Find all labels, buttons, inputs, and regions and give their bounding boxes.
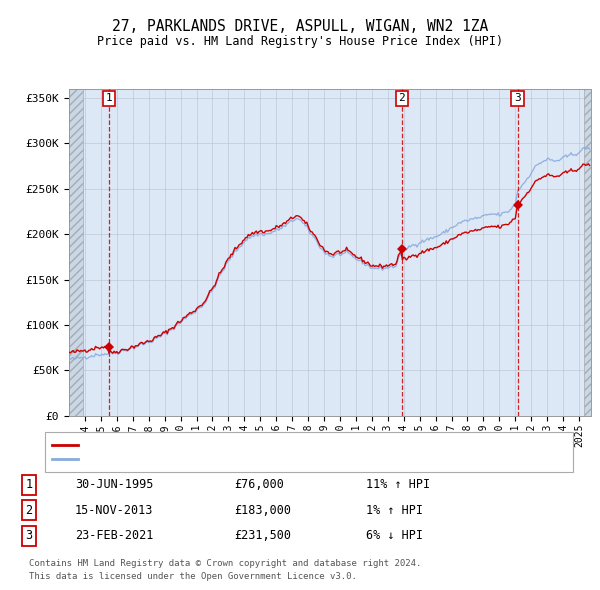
Text: 27, PARKLANDS DRIVE, ASPULL, WIGAN, WN2 1ZA (detached house): 27, PARKLANDS DRIVE, ASPULL, WIGAN, WN2 … (84, 440, 459, 450)
Text: Contains HM Land Registry data © Crown copyright and database right 2024.: Contains HM Land Registry data © Crown c… (29, 559, 421, 568)
Text: 2: 2 (398, 93, 405, 103)
Text: £76,000: £76,000 (234, 478, 284, 491)
Text: 3: 3 (25, 529, 32, 542)
Text: £183,000: £183,000 (234, 504, 291, 517)
Text: 11% ↑ HPI: 11% ↑ HPI (366, 478, 430, 491)
Text: This data is licensed under the Open Government Licence v3.0.: This data is licensed under the Open Gov… (29, 572, 356, 581)
Bar (69, 88, 83, 416)
Text: 23-FEB-2021: 23-FEB-2021 (75, 529, 154, 542)
Text: 30-JUN-1995: 30-JUN-1995 (75, 478, 154, 491)
Text: 1: 1 (106, 93, 112, 103)
Text: 1: 1 (25, 478, 32, 491)
Text: HPI: Average price, detached house, Wigan: HPI: Average price, detached house, Wiga… (84, 454, 340, 464)
Text: 27, PARKLANDS DRIVE, ASPULL, WIGAN, WN2 1ZA: 27, PARKLANDS DRIVE, ASPULL, WIGAN, WN2 … (112, 19, 488, 34)
Bar (584, 88, 591, 416)
Text: 15-NOV-2013: 15-NOV-2013 (75, 504, 154, 517)
Text: Price paid vs. HM Land Registry's House Price Index (HPI): Price paid vs. HM Land Registry's House … (97, 35, 503, 48)
Text: 6% ↓ HPI: 6% ↓ HPI (366, 529, 423, 542)
Text: £231,500: £231,500 (234, 529, 291, 542)
Text: 1% ↑ HPI: 1% ↑ HPI (366, 504, 423, 517)
Text: 3: 3 (514, 93, 521, 103)
Text: 2: 2 (25, 504, 32, 517)
